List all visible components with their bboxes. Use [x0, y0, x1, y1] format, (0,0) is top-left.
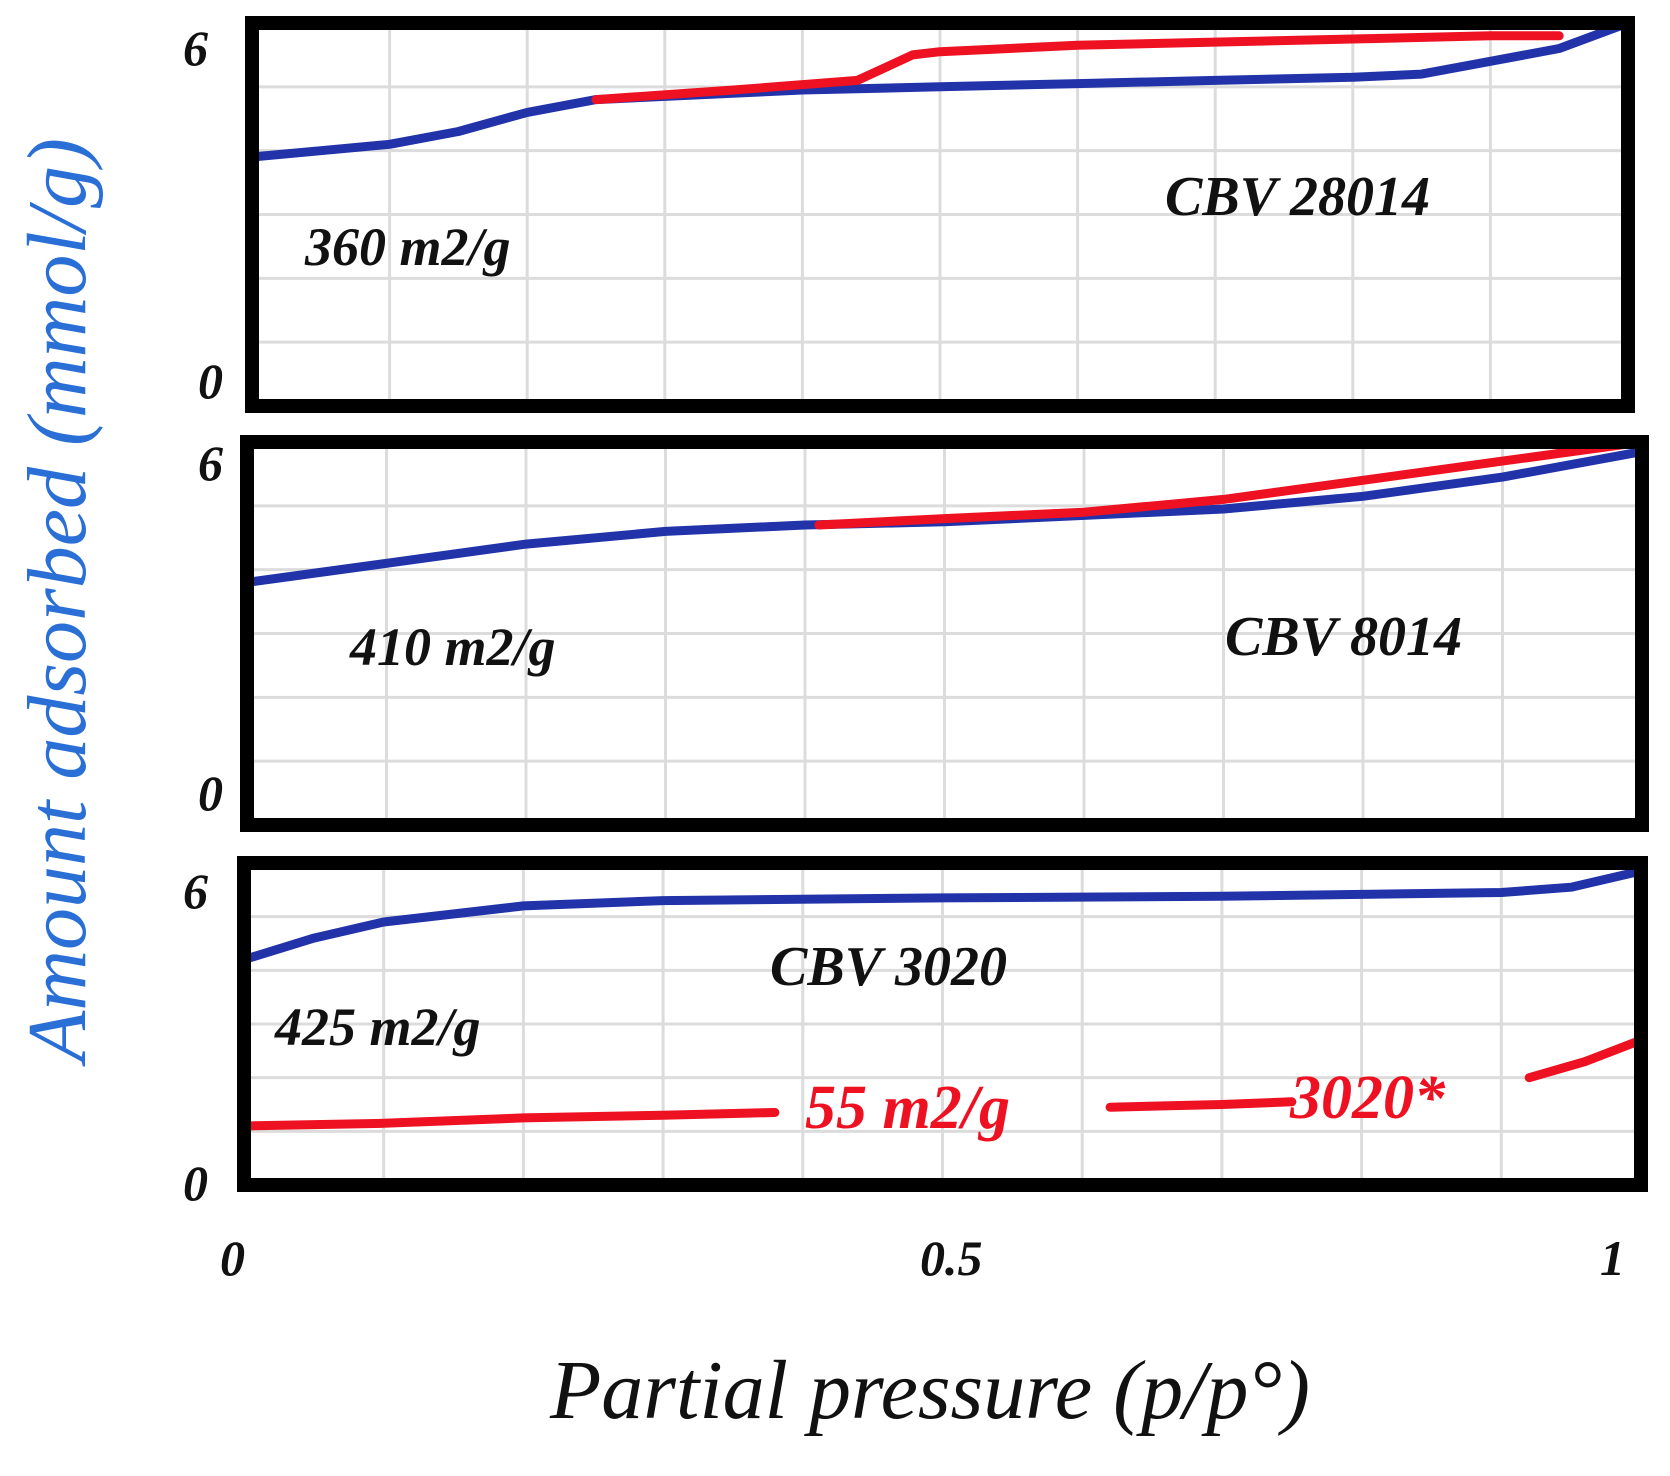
panel-3-grid — [244, 863, 1641, 1185]
panel-2-ytick-max: 6 — [198, 435, 223, 491]
panel-2-frame — [240, 435, 1649, 832]
annotation-55-m2g: 55 m2/g — [805, 1074, 1010, 1142]
panel-cbv-3020: CBV 3020 425 m2/g 55 m2/g 3020* 6 0 — [183, 856, 1648, 1211]
panel-1-frame — [245, 16, 1635, 413]
panel-1-area-label: 360 m2/g — [304, 217, 511, 277]
x-tick-0: 0 — [220, 1230, 245, 1286]
panel-3-curves — [239, 866, 1646, 1131]
panel-1-label: CBV 28014 — [1165, 166, 1430, 228]
panel-2-area-label: 410 m2/g — [349, 617, 556, 677]
panel-2-ytick-min: 0 — [198, 765, 223, 821]
panel-cbv-28014: CBV 28014 360 m2/g 6 0 — [183, 16, 1635, 413]
panel-3-frame — [237, 856, 1648, 1192]
series-blue-line — [239, 866, 1646, 965]
panel-2-curves — [242, 437, 1647, 587]
series-red-line — [239, 1108, 780, 1131]
panel-3-ytick-max: 6 — [183, 863, 208, 919]
panel-1-curves — [247, 18, 1633, 162]
series-red-line — [814, 437, 1647, 530]
panel-1-ytick-min: 0 — [198, 353, 223, 409]
series-red-line — [1524, 1035, 1646, 1083]
panel-1-ytick-max: 6 — [183, 20, 208, 76]
panel-3-label: CBV 3020 — [770, 936, 1007, 998]
panel-3-ytick-min: 0 — [183, 1155, 208, 1211]
x-axis-label: Partial pressure (p/p°) — [549, 1344, 1310, 1437]
y-axis-label: Amount adsorbed (mmol/g) — [11, 138, 104, 1067]
x-tick-0-5: 0.5 — [920, 1230, 983, 1286]
series-red-line — [591, 31, 1564, 105]
series-red-line — [1105, 1097, 1297, 1112]
series-blue-line — [247, 18, 1633, 162]
x-tick-1: 1 — [1600, 1230, 1625, 1286]
panel-3-area-label: 425 m2/g — [274, 997, 481, 1057]
panel-2-label: CBV 8014 — [1225, 606, 1462, 668]
panel-2-grid — [247, 442, 1642, 825]
annotation-3020-star: 3020* — [1289, 1064, 1446, 1132]
panel-cbv-8014: CBV 8014 410 m2/g 6 0 — [198, 435, 1649, 832]
